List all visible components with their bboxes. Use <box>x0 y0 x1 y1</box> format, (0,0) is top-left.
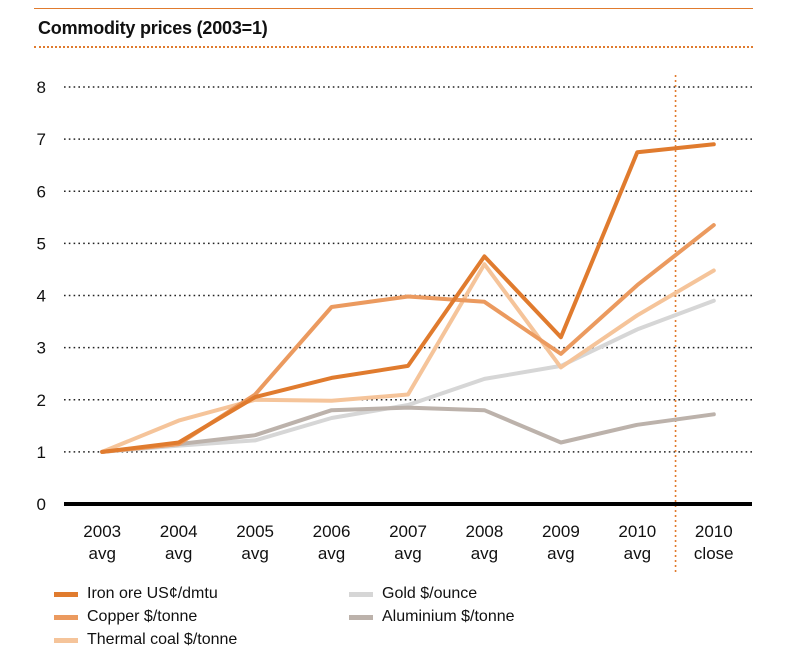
chart: 0 1 2 3 4 5 6 7 8 2003 avg 2004 avg 2005 avg 2006 avg 200… <box>37 75 752 575</box>
legend-label: Thermal coal $/tonne <box>87 631 238 648</box>
x-tick-label: avg <box>241 544 268 563</box>
y-tick-label: 3 <box>37 339 46 358</box>
x-tick-label: 2005 <box>236 522 274 541</box>
legend-swatch <box>54 637 78 643</box>
legend-item-thermal-coal: Thermal coal $/tonne <box>54 631 237 649</box>
x-tick-label: 2010 <box>618 522 656 541</box>
x-tick-label: 2006 <box>313 522 351 541</box>
x-tick-label: avg <box>624 544 651 563</box>
title-rule <box>34 46 753 48</box>
legend-item-copper: Copper $/tonne <box>54 608 197 626</box>
y-tick-label: 4 <box>37 287 46 306</box>
legend-label: Iron ore US¢/dmtu <box>87 585 218 602</box>
legend-swatch <box>349 591 373 597</box>
series-line-thermal-coal-tonne <box>100 262 716 454</box>
legend: Iron ore US¢/dmtu Copper $/tonne Thermal… <box>54 585 614 655</box>
legend-label: Copper $/tonne <box>87 608 198 625</box>
x-tick-label: 2007 <box>389 522 427 541</box>
legend-label: Aluminium $/tonne <box>382 608 515 625</box>
legend-item-iron-ore: Iron ore US¢/dmtu <box>54 585 218 603</box>
x-tick-label: 2004 <box>160 522 198 541</box>
legend-swatch <box>54 591 78 597</box>
legend-label: Gold $/ounce <box>382 585 478 602</box>
x-tick-label: 2010 <box>695 522 733 541</box>
x-tick-label: 2008 <box>466 522 504 541</box>
legend-swatch <box>54 614 78 620</box>
x-tick-label: avg <box>89 544 116 563</box>
legend-item-aluminium: Aluminium $/tonne <box>349 608 515 626</box>
y-tick-label: 2 <box>37 391 46 410</box>
y-tick-label: 5 <box>37 234 46 253</box>
y-tick-label: 0 <box>37 495 46 514</box>
y-tick-label: 8 <box>37 78 46 97</box>
x-tick-label: avg <box>547 544 574 563</box>
x-tick-label: 2003 <box>83 522 121 541</box>
chart-title: Commodity prices (2003=1) <box>38 18 268 38</box>
x-tick-label: close <box>694 544 734 563</box>
top-rule <box>34 8 753 9</box>
x-tick-label: avg <box>471 544 498 563</box>
y-tick-label: 7 <box>37 130 46 149</box>
series-line-aluminium-tonne <box>100 405 716 454</box>
y-tick-label: 6 <box>37 182 46 201</box>
x-tick-label: avg <box>394 544 421 563</box>
x-tick-label: avg <box>318 544 345 563</box>
x-tick-label: 2009 <box>542 522 580 541</box>
series-line-iron-ore-us-dmtu <box>100 142 716 454</box>
legend-swatch <box>349 614 373 620</box>
y-tick-label: 1 <box>37 443 46 462</box>
series-line-gold-ounce <box>100 298 716 454</box>
x-tick-label: avg <box>165 544 192 563</box>
legend-item-gold: Gold $/ounce <box>349 585 477 603</box>
